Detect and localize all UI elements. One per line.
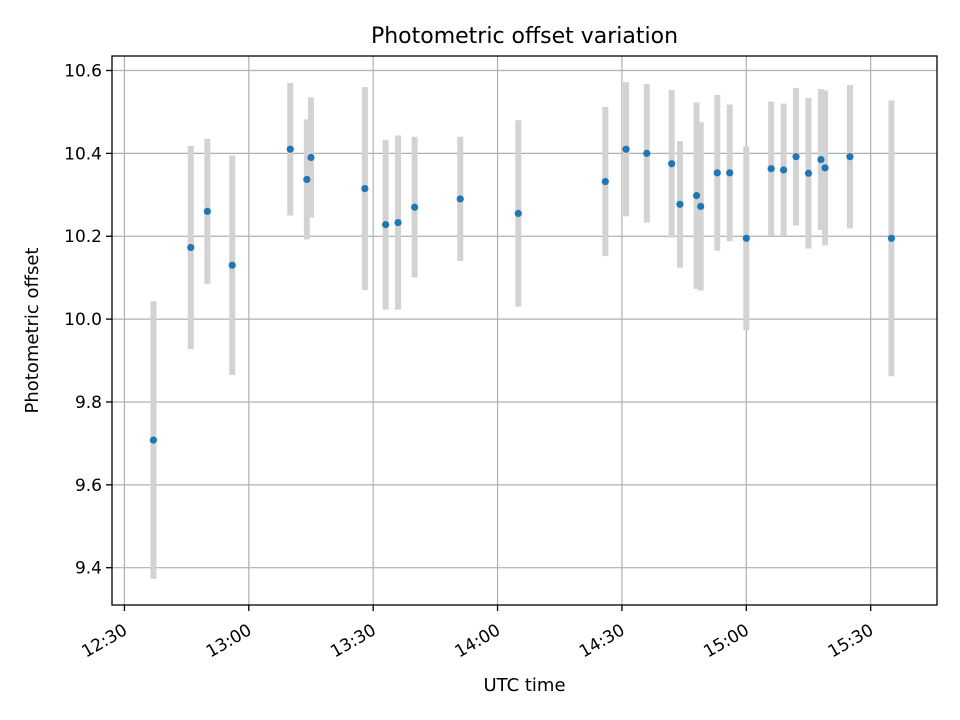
y-axis-label: Photometric offset <box>22 248 43 414</box>
y-tick-label: 10.4 <box>64 144 102 164</box>
data-point <box>514 209 522 218</box>
data-point <box>394 218 402 227</box>
chart-title: Photometric offset variation <box>371 24 678 49</box>
data-point <box>203 207 211 215</box>
y-tick-label: 10.2 <box>64 227 102 247</box>
data-point <box>821 164 829 172</box>
data-point <box>676 200 684 208</box>
data-point <box>361 184 369 193</box>
data-point <box>767 165 775 173</box>
data-point <box>601 177 609 186</box>
data-point <box>713 169 721 177</box>
data-point <box>643 149 651 157</box>
y-tick-label: 10.6 <box>64 62 102 82</box>
data-point <box>887 234 895 242</box>
y-tick-label: 10.0 <box>64 310 102 330</box>
data-point <box>411 203 419 211</box>
data-point <box>692 192 701 200</box>
data-point <box>382 221 390 229</box>
data-point <box>846 153 854 161</box>
data-point <box>817 155 825 164</box>
data-point <box>307 153 315 162</box>
data-point <box>792 153 800 161</box>
data-point <box>622 145 630 153</box>
data-point <box>668 160 676 168</box>
point-layer <box>149 145 895 444</box>
plot-frame <box>111 55 938 606</box>
data-point <box>456 195 464 203</box>
data-point <box>726 169 734 177</box>
y-tick-label: 9.8 <box>75 393 102 413</box>
data-point <box>780 166 788 174</box>
data-point <box>742 234 750 242</box>
data-point <box>228 261 236 269</box>
x-axis-label: UTC time <box>483 675 565 696</box>
data-point <box>149 436 158 444</box>
y-tick-label: 9.6 <box>75 476 102 496</box>
data-point <box>303 175 311 184</box>
data-point <box>286 145 294 153</box>
y-axis-ticks: 9.4 9.6 9.8 10.0 10.2 10.4 10.6 <box>64 62 112 579</box>
data-point <box>187 243 195 252</box>
y-tick-label: 9.4 <box>75 559 102 579</box>
data-point <box>697 202 705 211</box>
data-point <box>804 169 813 177</box>
